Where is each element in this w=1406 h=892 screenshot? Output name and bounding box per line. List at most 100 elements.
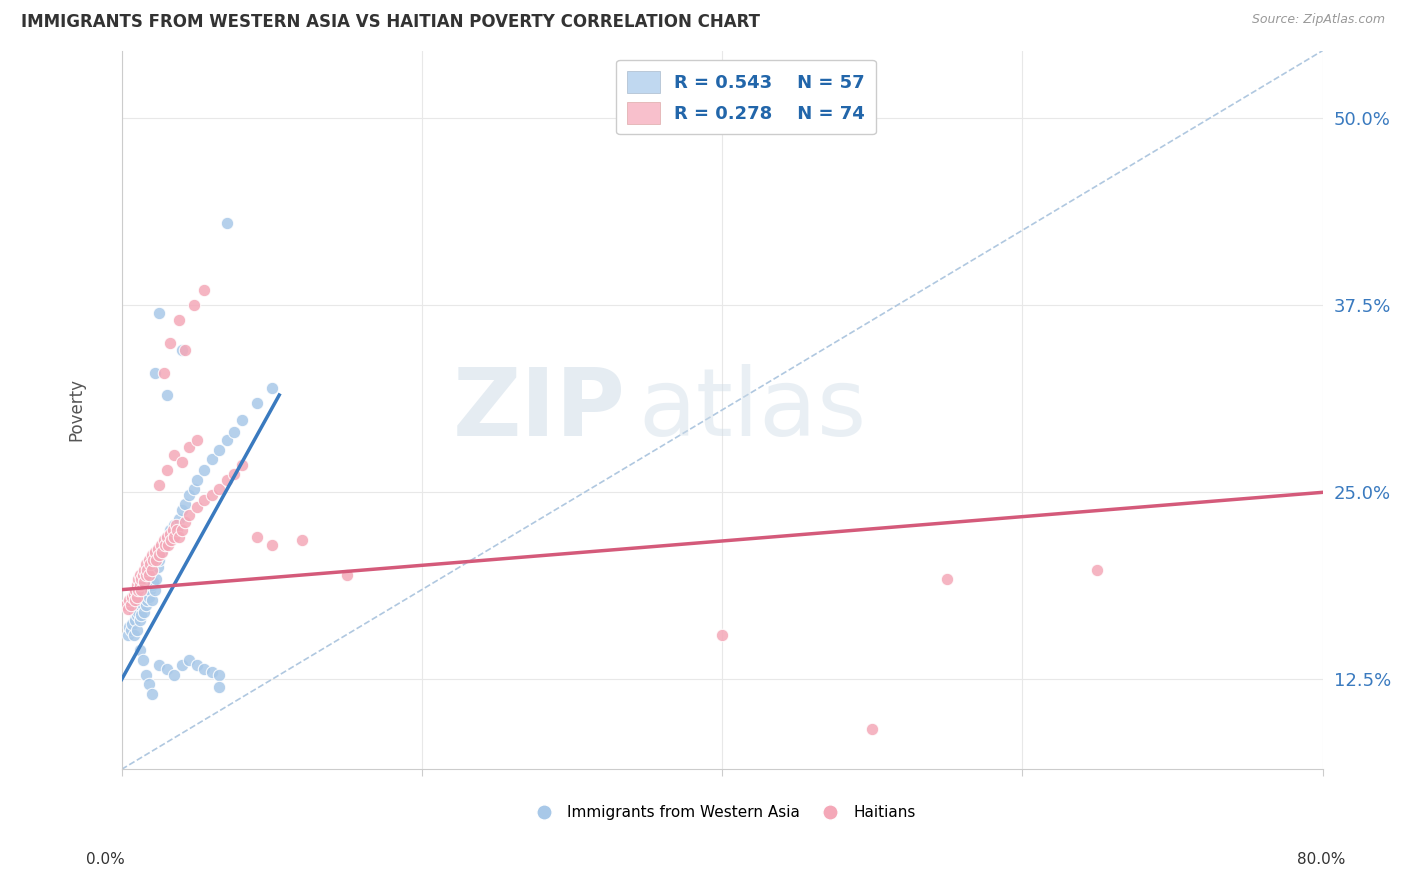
Point <box>163 448 186 462</box>
Point <box>170 343 193 357</box>
Point <box>143 582 166 597</box>
Point <box>179 508 201 522</box>
Point <box>201 452 224 467</box>
Point <box>166 523 188 537</box>
Point <box>246 395 269 409</box>
Point <box>193 662 215 676</box>
Point <box>159 335 181 350</box>
Point <box>201 488 224 502</box>
Point <box>124 613 146 627</box>
Point <box>260 380 283 394</box>
Point <box>160 533 183 548</box>
Point <box>134 590 156 604</box>
Point <box>152 533 174 548</box>
Point <box>120 598 142 612</box>
Point <box>157 538 180 552</box>
Point <box>138 567 160 582</box>
Text: ZIP: ZIP <box>453 364 626 456</box>
Point <box>224 467 246 482</box>
Point <box>148 306 170 320</box>
Point <box>135 558 157 572</box>
Point <box>128 578 150 592</box>
Point <box>215 433 238 447</box>
Point <box>163 668 186 682</box>
Point <box>135 567 157 582</box>
Point <box>156 530 179 544</box>
Point <box>173 343 195 357</box>
Point <box>124 602 146 616</box>
Point <box>136 593 159 607</box>
Point <box>193 492 215 507</box>
Point <box>142 575 165 590</box>
Point <box>134 575 156 590</box>
Point <box>208 668 231 682</box>
Point <box>173 497 195 511</box>
Text: 0.0%: 0.0% <box>86 852 125 867</box>
Point <box>138 590 160 604</box>
Point <box>127 582 149 597</box>
Legend: Immigrants from Western Asia, Haitians: Immigrants from Western Asia, Haitians <box>523 799 922 826</box>
Point <box>148 548 170 562</box>
Point <box>122 587 145 601</box>
Point <box>128 567 150 582</box>
Point <box>129 608 152 623</box>
Point <box>149 538 172 552</box>
Point <box>170 503 193 517</box>
Text: atlas: atlas <box>638 364 866 456</box>
Point <box>163 518 186 533</box>
Text: Source: ZipAtlas.com: Source: ZipAtlas.com <box>1251 13 1385 27</box>
Point <box>124 582 146 597</box>
Text: 80.0%: 80.0% <box>1298 852 1346 867</box>
Point <box>117 627 139 641</box>
Point <box>148 657 170 672</box>
Point <box>141 548 163 562</box>
Point <box>183 298 205 312</box>
Point <box>208 483 231 497</box>
Point <box>122 627 145 641</box>
Point <box>129 572 152 586</box>
Point <box>125 578 148 592</box>
Point <box>134 605 156 619</box>
Point <box>135 582 157 597</box>
Point <box>291 533 314 548</box>
Point <box>156 388 179 402</box>
Point <box>860 722 883 736</box>
Point <box>128 598 150 612</box>
Point <box>117 602 139 616</box>
Point <box>131 587 153 601</box>
Point <box>231 458 253 473</box>
Point <box>170 455 193 469</box>
Point <box>186 657 208 672</box>
Point <box>153 538 176 552</box>
Point <box>146 542 169 557</box>
Point <box>193 283 215 297</box>
Point <box>143 366 166 380</box>
Point <box>125 623 148 637</box>
Point <box>167 512 190 526</box>
Point <box>131 653 153 667</box>
Point <box>179 488 201 502</box>
Point <box>134 563 156 577</box>
Text: IMMIGRANTS FROM WESTERN ASIA VS HAITIAN POVERTY CORRELATION CHART: IMMIGRANTS FROM WESTERN ASIA VS HAITIAN … <box>21 13 761 31</box>
Point <box>138 578 160 592</box>
Point <box>138 552 160 566</box>
Point <box>179 441 201 455</box>
Point <box>141 563 163 577</box>
Point <box>156 530 179 544</box>
Point <box>124 593 146 607</box>
Point <box>152 366 174 380</box>
Point <box>125 590 148 604</box>
Point <box>186 433 208 447</box>
Point <box>186 500 208 515</box>
Text: Poverty: Poverty <box>67 378 84 442</box>
Point <box>167 530 190 544</box>
Point <box>208 680 231 694</box>
Point <box>118 593 141 607</box>
Point <box>141 578 163 592</box>
Point <box>936 572 959 586</box>
Point <box>129 593 152 607</box>
Point <box>173 516 195 530</box>
Point <box>141 688 163 702</box>
Point <box>711 627 734 641</box>
Point <box>148 478 170 492</box>
